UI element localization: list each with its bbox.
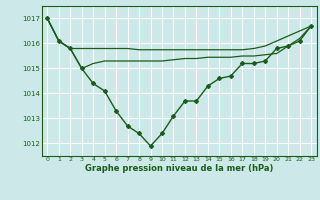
X-axis label: Graphe pression niveau de la mer (hPa): Graphe pression niveau de la mer (hPa) bbox=[85, 164, 273, 173]
